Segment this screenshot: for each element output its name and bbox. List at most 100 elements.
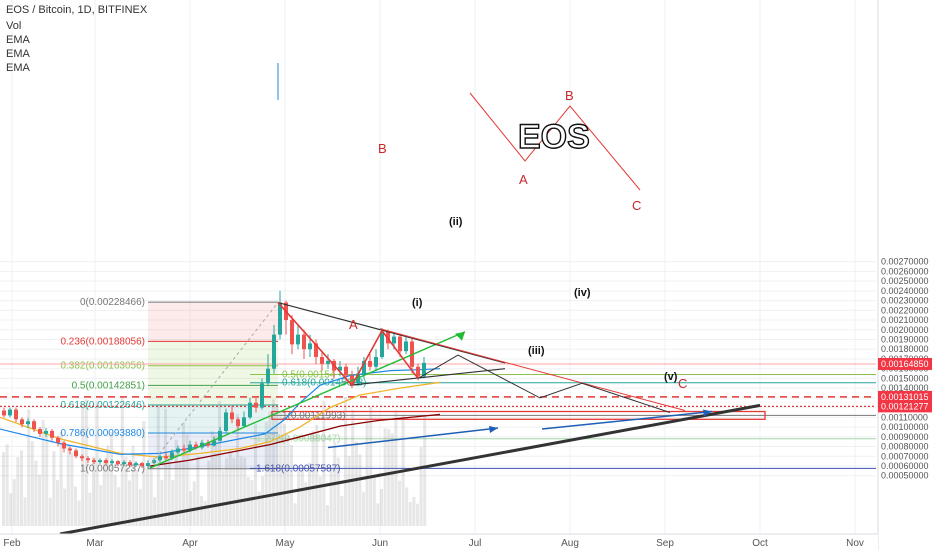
volume-bar (203, 500, 207, 526)
elliott-wave-label: (ii) (449, 216, 463, 228)
fib-ext-label: 1.272(0.00088047) (256, 434, 341, 445)
volume-bar (74, 486, 77, 526)
price-marker-label: 0.00121277 (881, 401, 929, 411)
time-tick-label: May (276, 538, 295, 549)
candle-body (50, 430, 54, 438)
candle-body (296, 334, 300, 345)
volume-bar (380, 489, 383, 526)
candle-body (62, 442, 66, 449)
indicator-ema-2[interactable]: EMA (6, 48, 30, 60)
volume-bar (200, 496, 203, 526)
candle-body (122, 462, 126, 465)
fib-ext-label: 0.5(0.00154 (282, 370, 336, 381)
volume-bar (110, 432, 113, 526)
price-tick-label: 0.00050000 (881, 471, 929, 481)
indicator-vol[interactable]: Vol (6, 20, 22, 32)
volume-bar (290, 445, 293, 526)
candle-body (86, 458, 90, 461)
time-tick-label: Jul (469, 538, 482, 549)
time-tick-label: Nov (846, 538, 864, 549)
volume-bar (221, 470, 225, 526)
volume-bar (20, 450, 23, 526)
candle-body (56, 437, 60, 443)
volume-bar (308, 462, 311, 526)
volume-bar (59, 432, 63, 526)
ema-short-line (0, 368, 441, 455)
chart-title: EOS / Bitcoin, 1D, BITFINEX (6, 4, 148, 16)
candle-body (338, 366, 342, 371)
volume-bar (344, 397, 347, 526)
fib-ext-label: 1(0.00111993) (282, 410, 346, 421)
fib-ext-label: 1.618(0.00057587) (256, 463, 341, 474)
candle-body (206, 442, 210, 446)
volume-bar (171, 480, 175, 526)
time-tick-label: Mar (86, 538, 104, 549)
candle-body (176, 448, 180, 453)
volume-bar (347, 455, 351, 526)
volume-bar (394, 410, 398, 526)
volume-bar (390, 433, 394, 526)
price-marker-badge (878, 390, 932, 403)
candle-body (242, 417, 246, 427)
volume-bar (358, 454, 362, 526)
volume-bar (27, 409, 31, 526)
price-tick-label: 0.00110000 (881, 412, 928, 422)
volume-bar (268, 411, 272, 526)
volume-bar (300, 466, 304, 526)
candle-body (44, 430, 48, 434)
green-trendline (149, 331, 466, 469)
candle-body (272, 334, 276, 369)
candle-body (152, 460, 156, 464)
volume-bar (318, 476, 322, 526)
candle-body (170, 452, 174, 459)
time-tick-label: Sep (656, 538, 674, 549)
wave-label-b: B (378, 141, 387, 156)
volume-bar (34, 460, 38, 526)
candle-body (20, 419, 24, 425)
candle-body (8, 409, 12, 416)
triangle-lower-line (349, 368, 506, 386)
fib-level-label: 1(0.00057237) (80, 464, 145, 475)
long-term-support-line (59, 403, 761, 536)
volume-bar (88, 492, 92, 526)
volume-bar (293, 503, 297, 526)
volume-bar (405, 487, 409, 526)
volume-bar (329, 466, 333, 526)
wave-label-c: C (678, 376, 687, 391)
volume-bar (326, 505, 329, 526)
volume-bar (92, 457, 95, 526)
fib-diagonal (147, 302, 279, 469)
indicator-ema-1[interactable]: EMA (6, 34, 30, 46)
volume-bar (412, 497, 416, 526)
volume-bar (297, 470, 301, 526)
volume-bar (23, 497, 27, 526)
volume-bar (311, 430, 315, 526)
candle-body (398, 336, 402, 352)
volume-bar (336, 457, 340, 526)
volume-bar (408, 501, 412, 526)
volume-bar (106, 445, 110, 526)
volume-bar (41, 420, 45, 526)
candle-body (230, 412, 234, 420)
candle-body (374, 357, 378, 367)
eos-watermark-label: EOS (518, 118, 590, 156)
indicator-ema-3[interactable]: EMA (6, 62, 30, 74)
volume-bar (182, 422, 185, 526)
candle-body (350, 375, 354, 384)
volume-bar (315, 424, 319, 526)
volume-bar (272, 399, 275, 526)
time-tick-label: Feb (3, 538, 21, 549)
candle-body (128, 462, 132, 466)
volume-bar (261, 476, 265, 526)
volume-bar (185, 434, 189, 526)
candle-body (218, 430, 222, 441)
price-tick-label: 0.00250000 (881, 276, 929, 286)
candle-body (182, 448, 186, 451)
candle-body (74, 450, 78, 457)
candle-body (32, 421, 36, 430)
price-tick-label: 0.00230000 (881, 296, 929, 306)
candle-body (260, 383, 264, 408)
candle-body (314, 343, 318, 358)
